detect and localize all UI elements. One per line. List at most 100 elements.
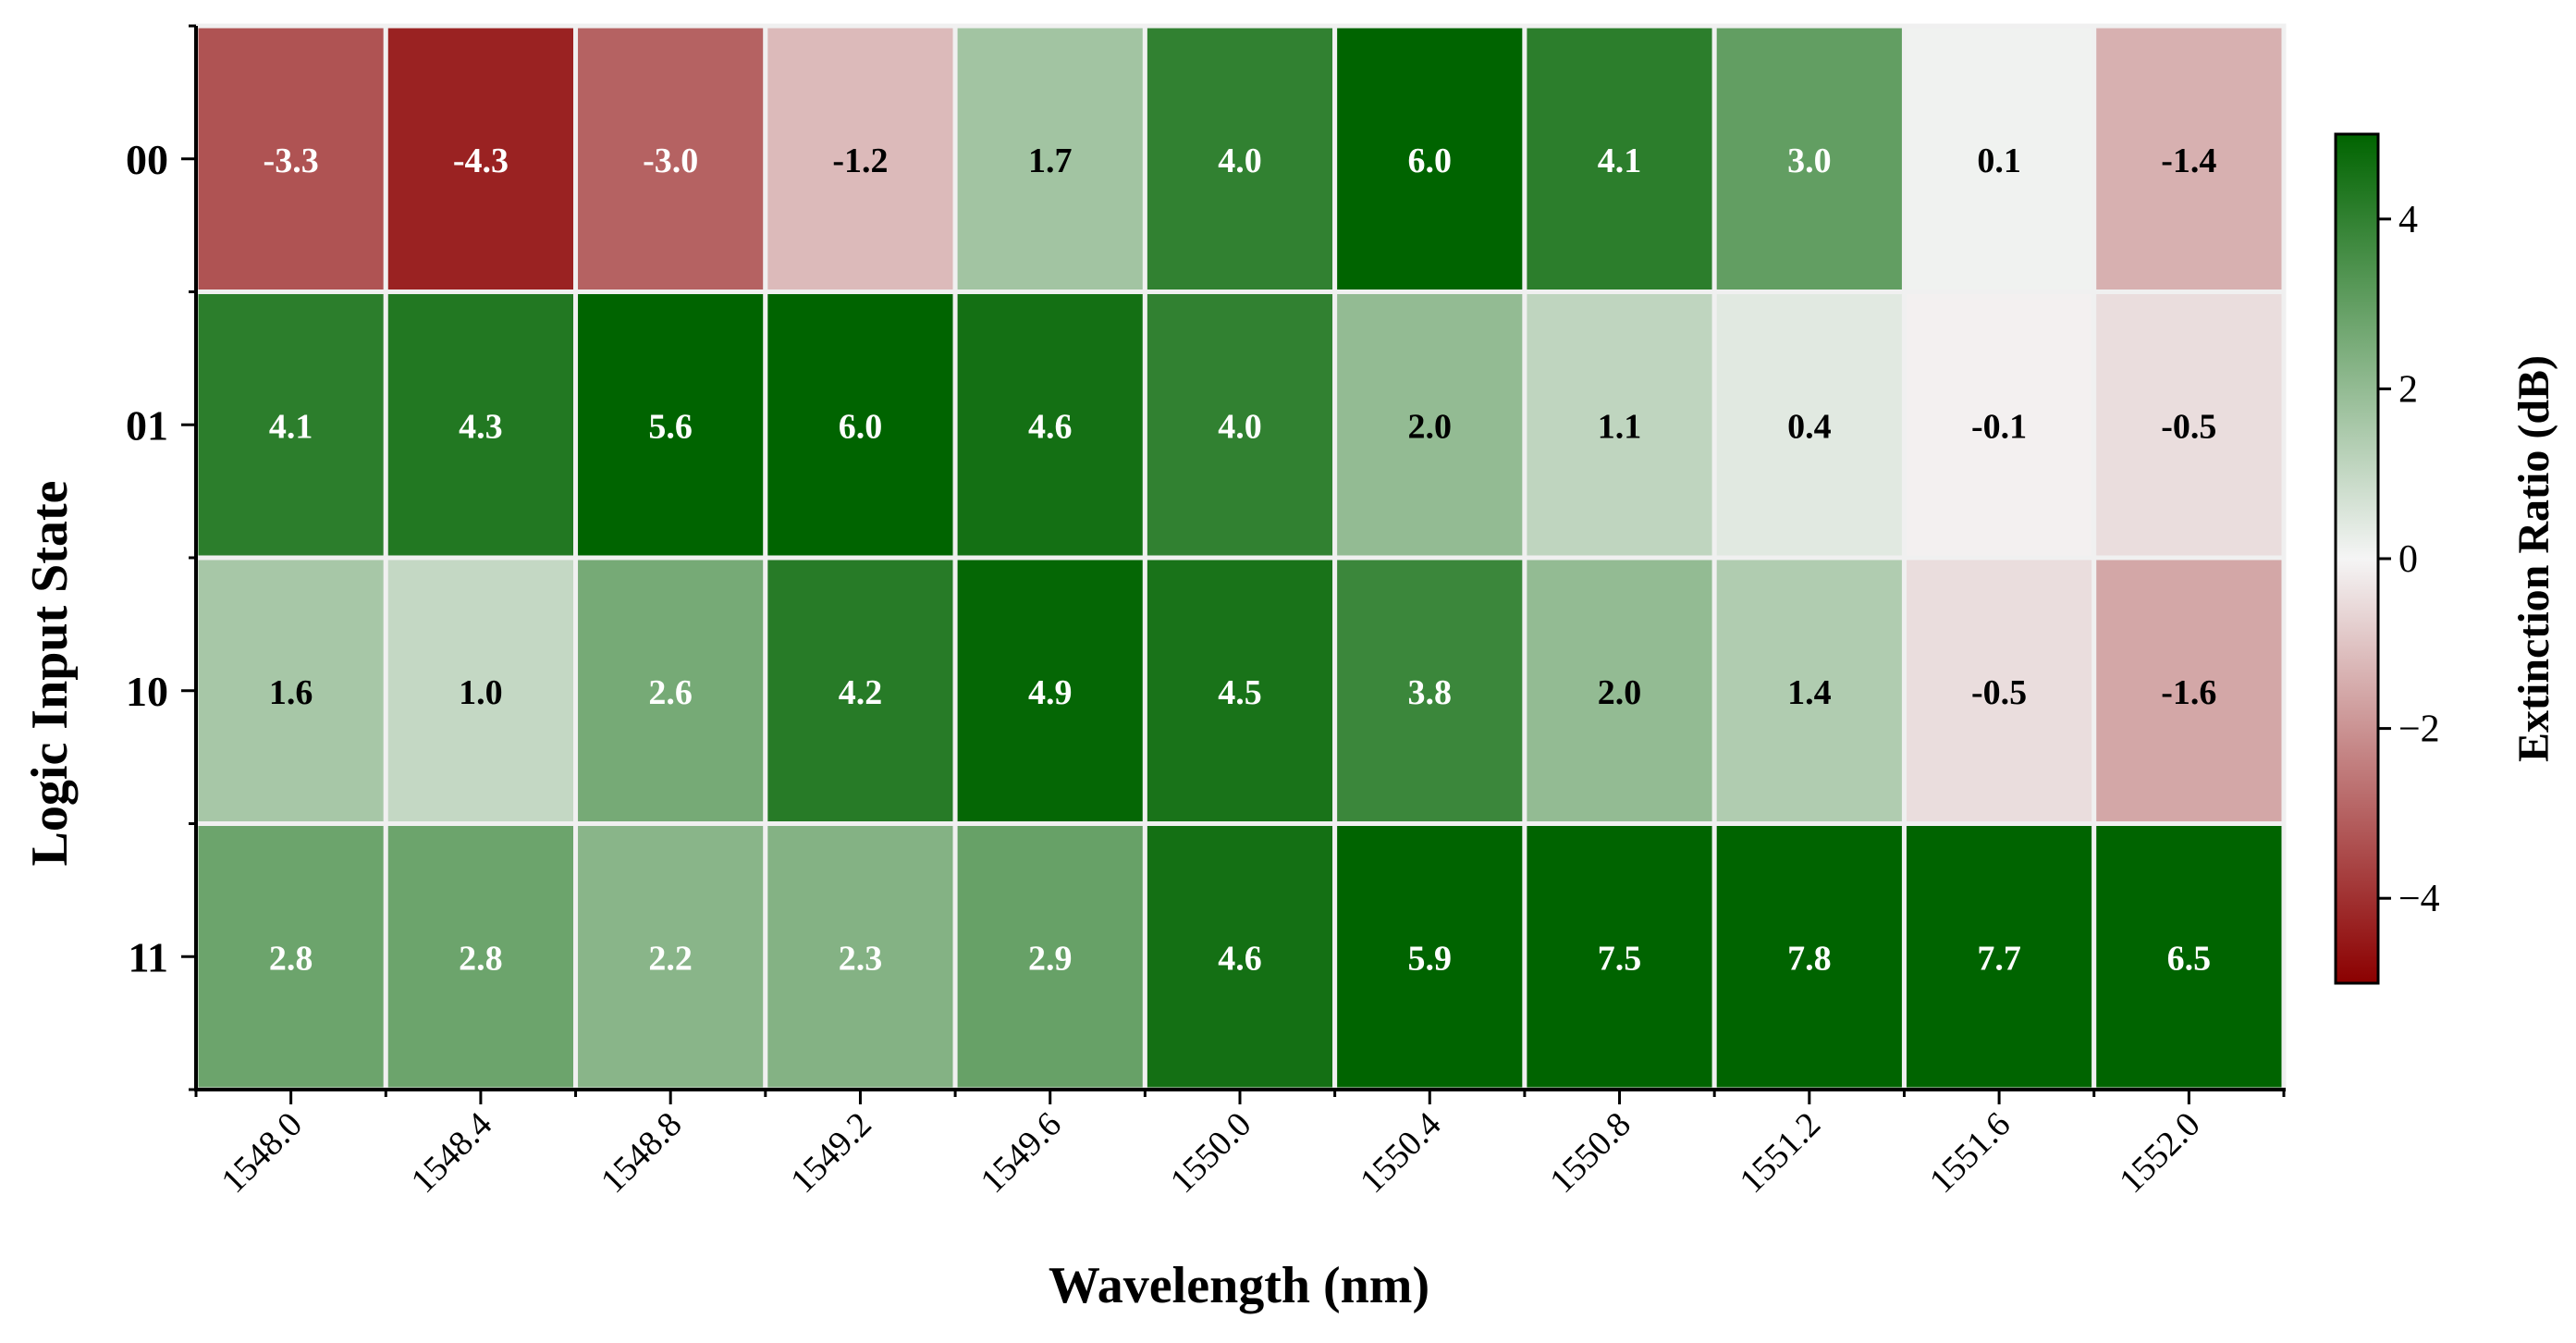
heatmap-cell <box>2091 821 2287 1092</box>
cell-value-label: -1.6 <box>2161 673 2216 712</box>
heatmap-cell <box>383 23 579 294</box>
heatmap-cell <box>1901 821 2097 1092</box>
colorbar-tick-label: −2 <box>2398 708 2440 751</box>
cell-value-label: 7.8 <box>1787 939 1832 978</box>
cell-value-label: 0.4 <box>1787 407 1832 446</box>
heatmap-cell <box>193 555 388 826</box>
cell-value-label: -0.5 <box>1971 673 2027 712</box>
heatmap-cell <box>1901 290 2097 561</box>
cell-value-label: -0.5 <box>2161 407 2216 446</box>
cell-value-label: 4.3 <box>459 407 503 446</box>
cell-value-label: -3.0 <box>643 142 698 180</box>
cell-value-label: 4.6 <box>1218 939 1262 978</box>
heatmap-cell <box>2091 23 2287 294</box>
x-tick-label: 1551.2 <box>1733 1105 1829 1201</box>
heatmap-cell <box>952 555 1147 826</box>
x-tick-label: 1549.2 <box>783 1105 879 1201</box>
heatmap-cell <box>1901 23 2097 294</box>
x-axis-ticks: 1548.0 1548.4 1548.8 1549.2 1549.6 1550.0 1550… <box>194 1090 2286 1201</box>
cell-value-label: 2.3 <box>839 939 883 978</box>
heatmap-cell <box>1142 23 1338 294</box>
x-tick-label: 1550.8 <box>1542 1105 1638 1201</box>
heatmap-cell <box>952 290 1147 561</box>
cell-value-label: 4.1 <box>1598 142 1642 180</box>
cell-value-label: 2.8 <box>269 939 313 978</box>
cell-value-label: 6.0 <box>839 407 883 446</box>
colorbar-tick-label: −4 <box>2398 878 2440 920</box>
cell-value-label: -0.1 <box>1971 407 2027 446</box>
y-tick-label: 11 <box>129 933 168 980</box>
cell-value-label: 4.6 <box>1028 407 1073 446</box>
heatmap-cell <box>573 23 768 294</box>
cell-value-label: 5.6 <box>648 407 693 446</box>
cell-value-label: 4.2 <box>839 673 883 712</box>
cell-value-label: 2.0 <box>1598 673 1642 712</box>
cell-value-label: 2.6 <box>648 673 693 712</box>
heatmap-cell <box>1142 290 1338 561</box>
heatmap-cell <box>1522 23 1717 294</box>
cell-value-label: 4.0 <box>1218 142 1262 180</box>
cell-value-label: 6.5 <box>2167 939 2212 978</box>
cell-value-label: 4.1 <box>269 407 313 446</box>
cell-value-label: 4.5 <box>1218 673 1262 712</box>
heatmap-cells <box>193 23 2287 1092</box>
cell-value-label: 0.1 <box>1977 142 2021 180</box>
cell-value-label: 5.9 <box>1408 939 1453 978</box>
cell-value-label: 3.0 <box>1787 142 1832 180</box>
heatmap-cell <box>1711 290 1907 561</box>
cell-value-label: 6.0 <box>1408 142 1453 180</box>
cell-value-label: 7.7 <box>1977 939 2021 978</box>
heatmap-cell <box>573 821 768 1092</box>
heatmap-cell <box>1142 555 1338 826</box>
colorbar-ticks: 4 2 0 −2 −4 <box>2378 199 2440 920</box>
x-axis-label: Wavelength (nm) <box>1049 1257 1429 1314</box>
x-tick-label: 1550.0 <box>1163 1105 1259 1201</box>
cell-value-label: 1.6 <box>269 673 313 712</box>
cell-value-label: 1.4 <box>1787 673 1832 712</box>
cell-value-label: 3.8 <box>1408 673 1453 712</box>
heatmap-cell-labels: -3.3 -4.3 -3.0 -1.2 1.7 4.0 6.0 4.1 3.0 0.1 -1.4 4.… <box>264 142 2217 979</box>
heatmap-cell <box>1711 555 1907 826</box>
x-tick-label: 1549.6 <box>974 1105 1070 1201</box>
colorbar: 4 2 0 −2 −4 Extinction Ratio (dB) <box>2334 132 2558 985</box>
cell-value-label: 2.8 <box>459 939 503 978</box>
cell-value-label: -1.2 <box>832 142 888 180</box>
x-tick-label: 1548.4 <box>404 1105 500 1201</box>
cell-value-label: 1.7 <box>1028 142 1073 180</box>
y-axis-label: Logic Input State <box>21 481 79 867</box>
heatmap-cell <box>763 821 958 1092</box>
cell-value-label: 1.0 <box>459 673 503 712</box>
heatmap-cell <box>1711 821 1907 1092</box>
y-axis-ticks: 00 01 10 11 <box>126 24 196 1091</box>
heatmap-cell <box>1332 555 1527 826</box>
heatmap-cell <box>573 290 768 561</box>
cell-value-label: 4.9 <box>1028 673 1073 712</box>
x-tick-label: 1548.8 <box>594 1105 690 1201</box>
cell-value-label: 2.0 <box>1408 407 1453 446</box>
cell-value-label: 7.5 <box>1598 939 1642 978</box>
x-tick-label: 1552.0 <box>2112 1105 2208 1201</box>
heatmap-cell <box>1142 821 1338 1092</box>
cell-value-label: -3.3 <box>264 142 319 180</box>
heatmap-cell <box>193 23 388 294</box>
colorbar-tick-label: 2 <box>2398 368 2418 411</box>
x-tick-label: 1548.0 <box>214 1105 310 1201</box>
cell-value-label: 2.2 <box>648 939 693 978</box>
cell-value-label: 1.1 <box>1598 407 1642 446</box>
cell-value-label: -1.4 <box>2161 142 2216 180</box>
x-tick-label: 1551.6 <box>1922 1105 2018 1201</box>
x-tick-label: 1550.4 <box>1353 1105 1449 1201</box>
cell-value-label: 2.9 <box>1028 939 1073 978</box>
heatmap-cell <box>1522 290 1717 561</box>
cell-value-label: -4.3 <box>453 142 509 180</box>
colorbar-tick-label: 0 <box>2398 538 2418 581</box>
heatmap-cell <box>1332 821 1527 1092</box>
colorbar-tick-label: 4 <box>2398 199 2418 241</box>
heatmap-cell <box>1332 290 1527 561</box>
y-tick-label: 10 <box>126 668 168 715</box>
y-tick-label: 00 <box>126 136 168 183</box>
heatmap-cell <box>2091 290 2287 561</box>
y-tick-label: 01 <box>126 401 168 449</box>
